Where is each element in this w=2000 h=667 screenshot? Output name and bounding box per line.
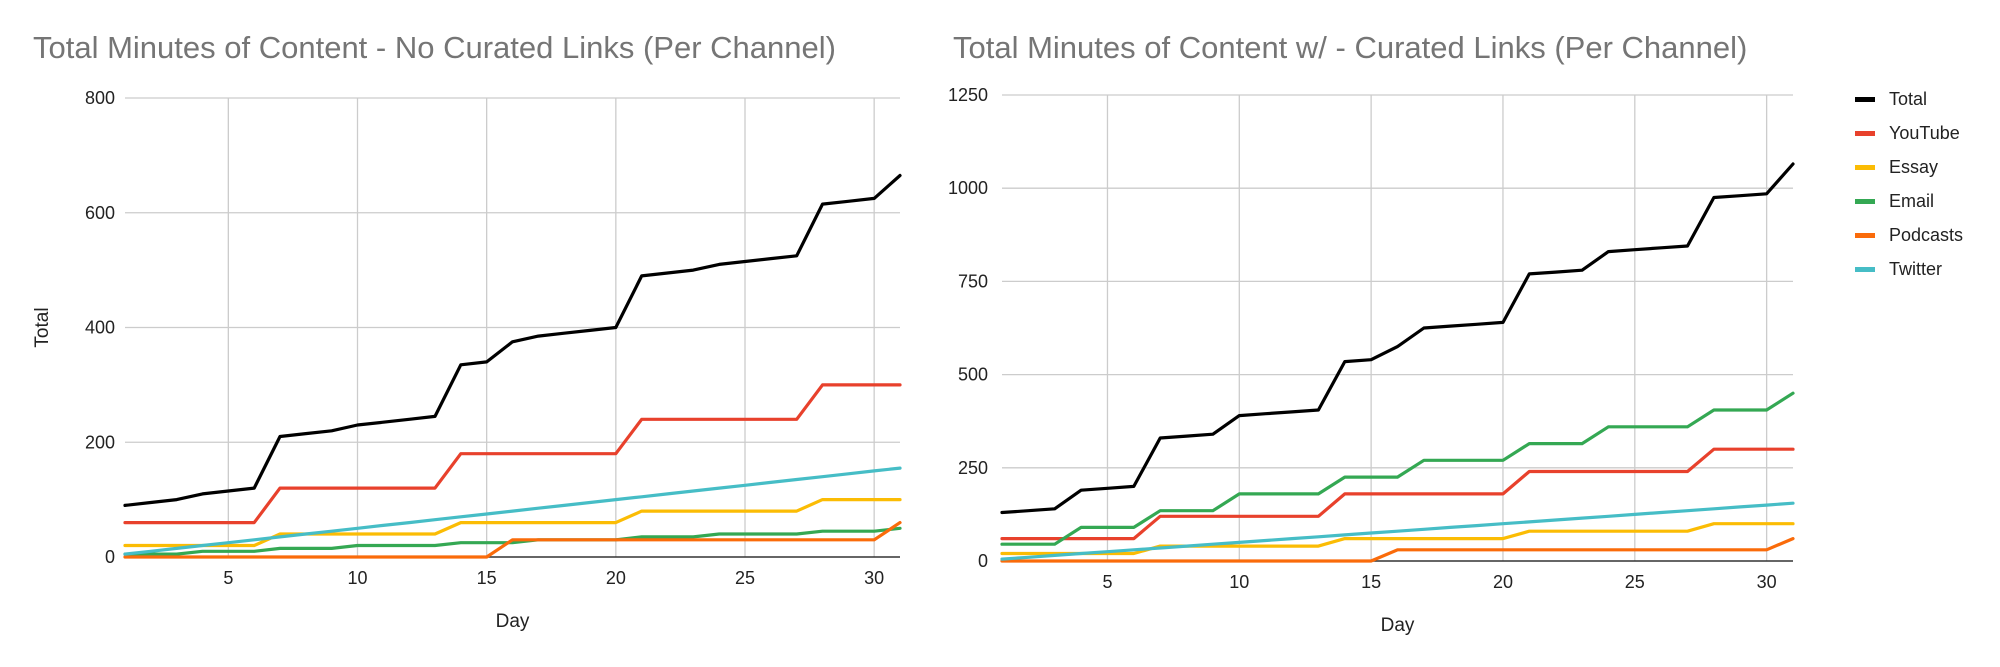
x-tick-label: 30 [1757,572,1777,592]
y-tick-label: 0 [105,547,115,567]
y-tick-label: 1250 [948,85,988,105]
x-tick-label: 5 [1102,572,1112,592]
x-axis-title: Day [496,611,530,632]
series-line-email [123,526,902,556]
y-tick-label: 400 [85,318,115,338]
x-tick-label: 15 [1361,572,1381,592]
line-chart-with-curated-links: 0 250 500 750 1000 1250 5 10 15 20 25 30 Day [948,85,1795,636]
legend-label: Total [1889,88,1928,109]
y-tick-label: 250 [958,458,988,478]
y-tick-label: 200 [85,432,115,452]
legend-label: Essay [1889,156,1939,177]
legend-label: Email [1889,190,1935,211]
x-tick-label: 10 [1229,572,1249,592]
y-tick-label: 750 [958,271,988,291]
legend-item-twitter: Twitter [1855,252,1963,286]
x-tick-label: 30 [864,568,884,588]
series-line-total [123,173,902,507]
x-tick-label: 5 [223,568,233,588]
x-tick-label: 20 [1493,572,1513,592]
legend-item-email: Email [1855,184,1963,218]
series-line-twitter [123,466,902,556]
series-line-podcasts [1000,536,1795,563]
y-tick-label: 800 [85,88,115,108]
x-tick-label: 25 [1625,572,1645,592]
legend-label: Twitter [1889,258,1943,279]
line-chart-no-curated-links: 0 200 400 600 800 5 10 15 20 25 30 Day Total [32,88,902,632]
legend-item-youtube: YouTube [1855,116,1963,150]
x-tick-label: 20 [606,568,626,588]
y-tick-label: 600 [85,203,115,223]
legend-label: YouTube [1889,122,1960,143]
legend-label: Podcasts [1889,224,1964,245]
legend-swatch [1855,232,1875,238]
legend-swatch [1855,198,1875,204]
y-tick-label: 500 [958,365,988,385]
series-line-podcasts [123,520,902,559]
y-tick-label: 0 [978,551,988,571]
series-line-essay [123,498,902,548]
series-line-youtube [123,383,902,525]
chart-legend: Total YouTube Essay Email Podcasts Twitter [1855,82,1963,286]
x-tick-label: 25 [735,568,755,588]
series-line-total [1000,162,1795,515]
legend-item-essay: Essay [1855,150,1963,184]
x-axis-title: Day [1381,615,1415,636]
legend-swatch [1855,266,1875,272]
x-tick-label: 15 [477,568,497,588]
chart-title: Total Minutes of Content w/ - Curated Li… [953,30,1748,65]
legend-item-total: Total [1855,82,1963,116]
series-line-youtube [1000,447,1795,541]
x-tick-label: 10 [347,568,367,588]
legend-swatch [1855,164,1875,170]
chart-title: Total Minutes of Content - No Curated Li… [33,30,836,65]
legend-swatch [1855,130,1875,136]
y-tick-label: 1000 [948,178,988,198]
legend-swatch [1855,96,1875,102]
series-line-email [1000,391,1795,546]
chart-panel-no-curated-links: Total Minutes of Content - No Curated Li… [0,0,930,667]
y-axis-title: Total [32,307,53,347]
series-line-twitter [1000,501,1795,561]
chart-panel-with-curated-links: Total Minutes of Content w/ - Curated Li… [930,0,2000,667]
series-line-essay [1000,522,1795,556]
legend-item-podcasts: Podcasts [1855,218,1963,252]
